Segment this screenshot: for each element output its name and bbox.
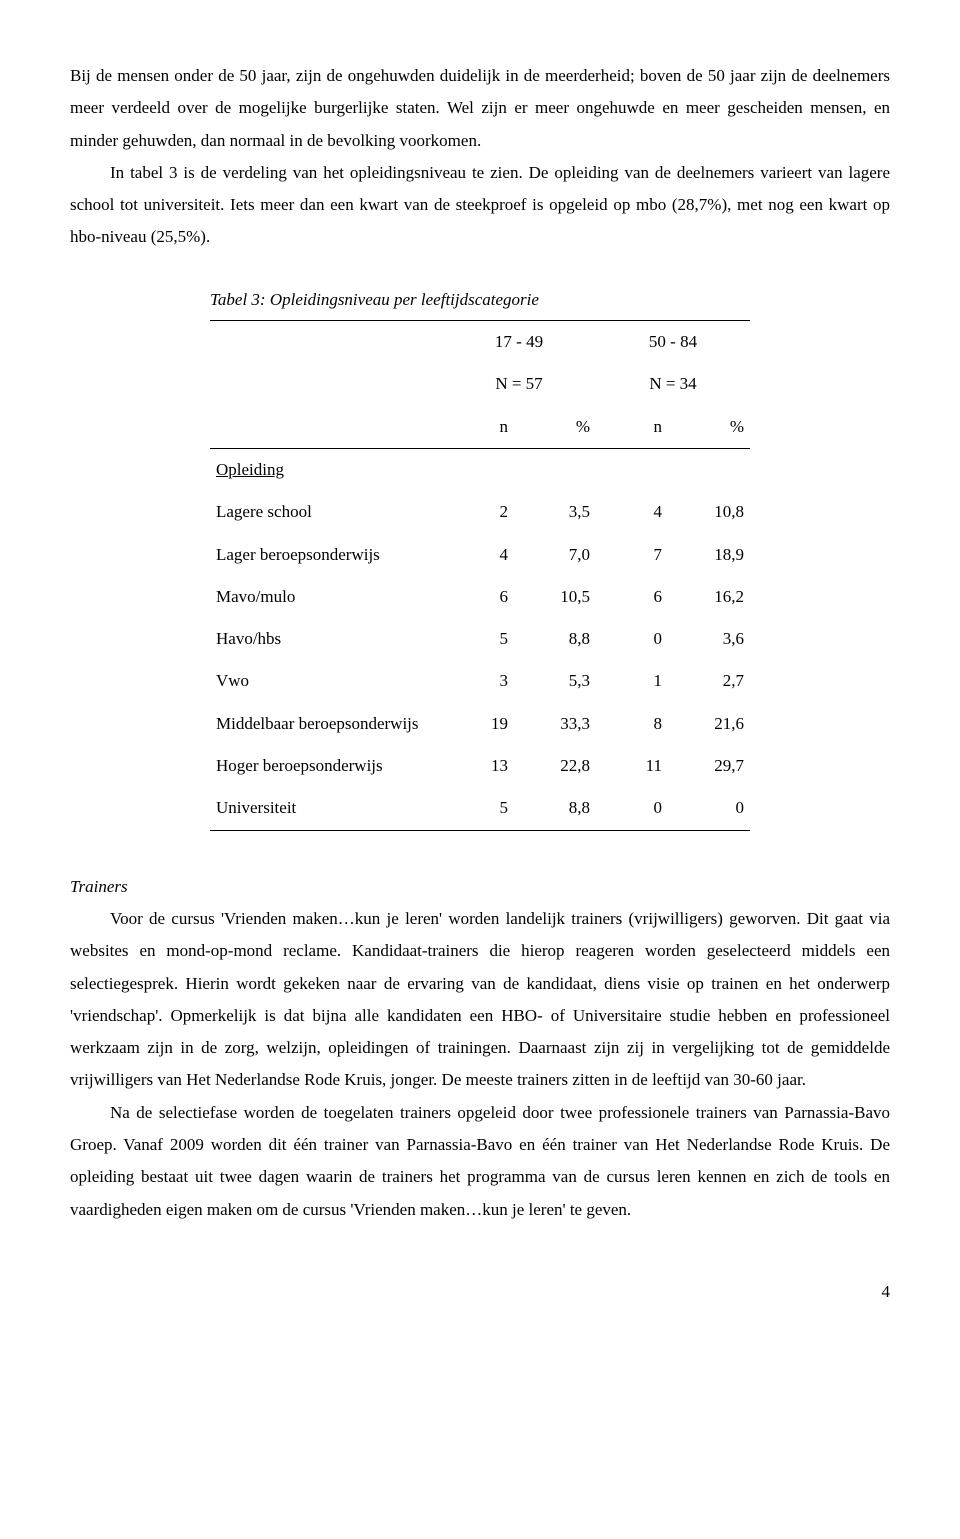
table-section-head: Opleiding	[210, 448, 750, 491]
row-n2: 6	[596, 576, 668, 618]
body-paragraph-3: Voor de cursus 'Vrienden maken…kun je le…	[70, 903, 890, 1097]
row-n2: 1	[596, 660, 668, 702]
row-p1: 22,8	[514, 745, 596, 787]
body-paragraph-2: In tabel 3 is de verdeling van het oplei…	[70, 157, 890, 254]
row-p1: 10,5	[514, 576, 596, 618]
row-p2: 3,6	[668, 618, 750, 660]
row-p1: 8,8	[514, 618, 596, 660]
row-n1: 3	[442, 660, 514, 702]
row-p2: 16,2	[668, 576, 750, 618]
table-row: Middelbaar beroepsonderwijs1933,3821,6	[210, 703, 750, 745]
row-n1: 2	[442, 491, 514, 533]
body-paragraph-4: Na de selectiefase worden de toegelaten …	[70, 1097, 890, 1226]
table-row: Lagere school23,5410,8	[210, 491, 750, 533]
page-number: 4	[70, 1276, 890, 1308]
col-group2-n: N = 34	[596, 363, 750, 405]
body-paragraph-1: Bij de mensen onder de 50 jaar, zijn de …	[70, 60, 890, 157]
table-row: Havo/hbs58,803,6	[210, 618, 750, 660]
table-title: Tabel 3: Opleidingsniveau per leeftijdsc…	[210, 284, 750, 316]
row-p2: 10,8	[668, 491, 750, 533]
row-p2: 21,6	[668, 703, 750, 745]
row-p1: 3,5	[514, 491, 596, 533]
row-label: Vwo	[210, 660, 442, 702]
row-p1: 8,8	[514, 787, 596, 830]
table-header-cols: n % n %	[210, 406, 750, 449]
row-n1: 5	[442, 787, 514, 830]
row-n1: 4	[442, 534, 514, 576]
education-table: 17 - 49 50 - 84 N = 57 N = 34 n % n % Op…	[210, 320, 750, 831]
row-label: Havo/hbs	[210, 618, 442, 660]
row-n1: 5	[442, 618, 514, 660]
row-label: Lagere school	[210, 491, 442, 533]
table-row: Lager beroepsonderwijs47,0718,9	[210, 534, 750, 576]
section-title-trainers: Trainers	[70, 871, 890, 903]
col-group1-range: 17 - 49	[442, 321, 596, 364]
row-label: Mavo/mulo	[210, 576, 442, 618]
table-row: Universiteit58,800	[210, 787, 750, 830]
table-row: Mavo/mulo610,5616,2	[210, 576, 750, 618]
row-n1: 6	[442, 576, 514, 618]
row-p1: 7,0	[514, 534, 596, 576]
col-n-1: n	[442, 406, 514, 449]
row-n2: 11	[596, 745, 668, 787]
row-n1: 19	[442, 703, 514, 745]
row-n2: 0	[596, 787, 668, 830]
row-n2: 4	[596, 491, 668, 533]
row-label: Middelbaar beroepsonderwijs	[210, 703, 442, 745]
row-p1: 33,3	[514, 703, 596, 745]
row-p2: 29,7	[668, 745, 750, 787]
row-n2: 7	[596, 534, 668, 576]
row-p2: 2,7	[668, 660, 750, 702]
table-row: Hoger beroepsonderwijs1322,81129,7	[210, 745, 750, 787]
col-n-2: n	[596, 406, 668, 449]
row-label: Hoger beroepsonderwijs	[210, 745, 442, 787]
row-label: Lager beroepsonderwijs	[210, 534, 442, 576]
row-p2: 18,9	[668, 534, 750, 576]
row-n1: 13	[442, 745, 514, 787]
row-n2: 8	[596, 703, 668, 745]
col-p-2: %	[668, 406, 750, 449]
row-n2: 0	[596, 618, 668, 660]
row-p2: 0	[668, 787, 750, 830]
table-header-n: N = 57 N = 34	[210, 363, 750, 405]
table-header-range: 17 - 49 50 - 84	[210, 321, 750, 364]
table-3: Tabel 3: Opleidingsniveau per leeftijdsc…	[210, 284, 750, 831]
col-p-1: %	[514, 406, 596, 449]
table-row: Vwo35,312,7	[210, 660, 750, 702]
table-section-head-label: Opleiding	[210, 448, 442, 491]
row-label: Universiteit	[210, 787, 442, 830]
col-group1-n: N = 57	[442, 363, 596, 405]
row-p1: 5,3	[514, 660, 596, 702]
col-group2-range: 50 - 84	[596, 321, 750, 364]
